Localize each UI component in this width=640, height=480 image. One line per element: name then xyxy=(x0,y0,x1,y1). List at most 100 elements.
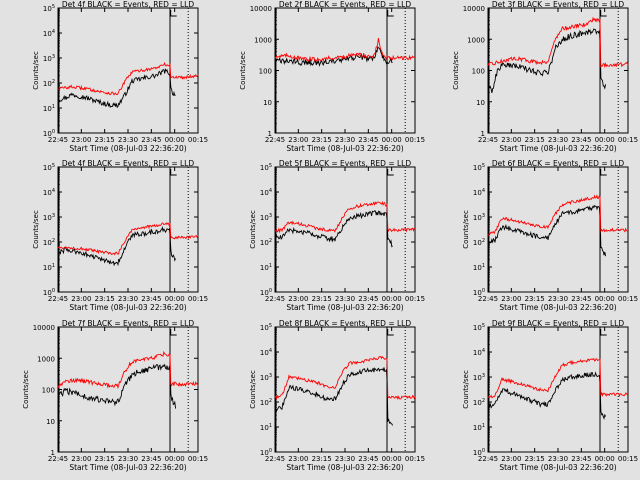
x-tick-label: 23:45 xyxy=(358,295,378,303)
y-axis-label: Counts/sec xyxy=(462,370,470,409)
y-tick-label: 10 xyxy=(46,418,55,426)
x-tick-label: 00:00 xyxy=(382,136,402,144)
x-tick-label: 23:00 xyxy=(501,136,521,144)
y-tick-label: 105 xyxy=(260,323,272,332)
x-tick-label: 23:15 xyxy=(95,136,115,144)
series-events-line xyxy=(487,28,607,93)
y-tick-label: 105 xyxy=(260,163,272,172)
x-tick-label: 22:45 xyxy=(48,295,68,303)
x-tick-label: 00:00 xyxy=(382,455,402,463)
y-tick-label: 102 xyxy=(260,238,272,247)
series-lld-line xyxy=(487,357,629,399)
panel-8: Det 8f BLACK = Events, RED = LLD 100 101 10… xyxy=(249,319,425,472)
y-tick-label: 10000 xyxy=(33,324,55,332)
x-tick-label: 22:45 xyxy=(478,295,498,303)
y-tick-label: 102 xyxy=(43,238,55,247)
bracket-marker xyxy=(600,10,607,17)
chart-title: Det 5f BLACK = Events, RED = LLD xyxy=(279,159,412,168)
y-tick-label: 102 xyxy=(43,79,55,88)
y-tick-label: 1000 xyxy=(37,355,55,363)
x-tick-label: 00:00 xyxy=(165,295,185,303)
x-tick-label: 23:30 xyxy=(118,455,138,463)
series-lld-line xyxy=(58,61,199,96)
x-tick-label: 23:45 xyxy=(571,455,591,463)
x-tick-label: 23:15 xyxy=(525,136,545,144)
y-tick-label: 100 xyxy=(42,387,55,395)
x-tick-label: 22:45 xyxy=(478,455,498,463)
y-axis-label: Counts/sec xyxy=(249,210,257,249)
x-tick-label: 23:00 xyxy=(288,136,308,144)
x-tick-label: 00:15 xyxy=(188,136,208,144)
y-tick-label: 100 xyxy=(473,288,485,297)
plot-frame xyxy=(57,7,199,134)
series-events-line xyxy=(487,371,607,420)
plot-frame xyxy=(274,7,416,134)
x-tick-label: 00:15 xyxy=(405,136,425,144)
x-tick-label: 22:45 xyxy=(478,136,498,144)
y-tick-label: 101 xyxy=(43,104,55,113)
x-tick-label: 00:00 xyxy=(595,136,615,144)
series-events-line xyxy=(274,367,393,426)
x-axis-label: Start Time (08-Jul-03 22:36:20) xyxy=(69,303,186,312)
x-tick-label: 22:45 xyxy=(265,295,285,303)
x-tick-label: 00:15 xyxy=(618,295,638,303)
panel-6: Det 6f BLACK = Events, RED = LLD 100 101 10… xyxy=(462,159,638,312)
y-axis-label: Counts/sec xyxy=(32,210,40,249)
y-tick-label: 100 xyxy=(472,68,485,76)
x-tick-label: 22:45 xyxy=(265,136,285,144)
series-events-line xyxy=(57,363,177,409)
x-tick-label: 00:00 xyxy=(165,455,185,463)
series-lld-line xyxy=(274,38,416,62)
bracket-marker xyxy=(170,169,177,176)
y-axis-label: Counts/sec xyxy=(462,210,470,249)
series-events-line xyxy=(57,225,177,267)
x-tick-label: 00:00 xyxy=(382,295,402,303)
y-tick-label: 100 xyxy=(473,448,485,457)
x-tick-label: 23:30 xyxy=(548,295,568,303)
y-tick-label: 100 xyxy=(260,448,272,457)
y-tick-label: 105 xyxy=(43,163,55,172)
x-tick-label: 23:00 xyxy=(71,136,91,144)
series-lld-line xyxy=(487,194,629,236)
panel-2: Det 2f BLACK = Events, RED = LLD 1 10 100 10… xyxy=(239,0,425,153)
panel-5: Det 5f BLACK = Events, RED = LLD 100 101 10… xyxy=(249,159,425,312)
y-axis-label: Counts/sec xyxy=(249,370,257,409)
y-tick-label: 1 xyxy=(268,130,272,138)
x-axis-label: Start Time (08-Jul-03 22:36:20) xyxy=(286,144,403,153)
x-tick-label: 23:30 xyxy=(335,455,355,463)
y-tick-label: 100 xyxy=(43,129,55,138)
y-tick-label: 1 xyxy=(51,449,55,457)
chart-title: Det 4f BLACK = Events, RED = LLD xyxy=(62,0,195,9)
x-tick-label: 00:00 xyxy=(595,455,615,463)
x-tick-label: 23:30 xyxy=(548,136,568,144)
x-tick-label: 23:30 xyxy=(335,136,355,144)
y-axis-label: Counts/sec xyxy=(32,51,40,90)
x-tick-label: 23:15 xyxy=(312,455,332,463)
y-tick-label: 101 xyxy=(260,423,272,432)
x-tick-label: 22:45 xyxy=(265,455,285,463)
chart-title: Det 8f BLACK = Events, RED = LLD xyxy=(279,319,412,328)
x-tick-label: 22:45 xyxy=(48,455,68,463)
y-tick-label: 105 xyxy=(473,163,485,172)
plot-frame xyxy=(57,166,199,293)
x-tick-label: 23:45 xyxy=(141,136,161,144)
panel-3: Det 3f BLACK = Events, RED = LLD 1 10 100 10… xyxy=(452,0,638,153)
x-tick-label: 23:45 xyxy=(358,136,378,144)
y-tick-label: 102 xyxy=(260,398,272,407)
x-tick-label: 00:15 xyxy=(405,455,425,463)
x-tick-label: 23:15 xyxy=(95,295,115,303)
x-tick-label: 23:45 xyxy=(141,455,161,463)
x-axis-label: Start Time (08-Jul-03 22:36:20) xyxy=(69,463,186,472)
x-axis-label: Start Time (08-Jul-03 22:36:20) xyxy=(499,303,616,312)
y-tick-label: 101 xyxy=(43,263,55,272)
y-tick-label: 10000 xyxy=(250,5,272,13)
x-tick-label: 00:15 xyxy=(405,295,425,303)
bracket-marker xyxy=(170,10,177,17)
x-axis-label: Start Time (08-Jul-03 22:36:20) xyxy=(286,303,403,312)
series-lld-line xyxy=(274,355,416,401)
y-tick-label: 103 xyxy=(43,213,55,222)
chart-title: Det 9f BLACK = Events, RED = LLD xyxy=(492,319,625,328)
chart-title: Det 2f BLACK = Events, RED = LLD xyxy=(279,0,412,9)
x-tick-label: 23:00 xyxy=(501,295,521,303)
